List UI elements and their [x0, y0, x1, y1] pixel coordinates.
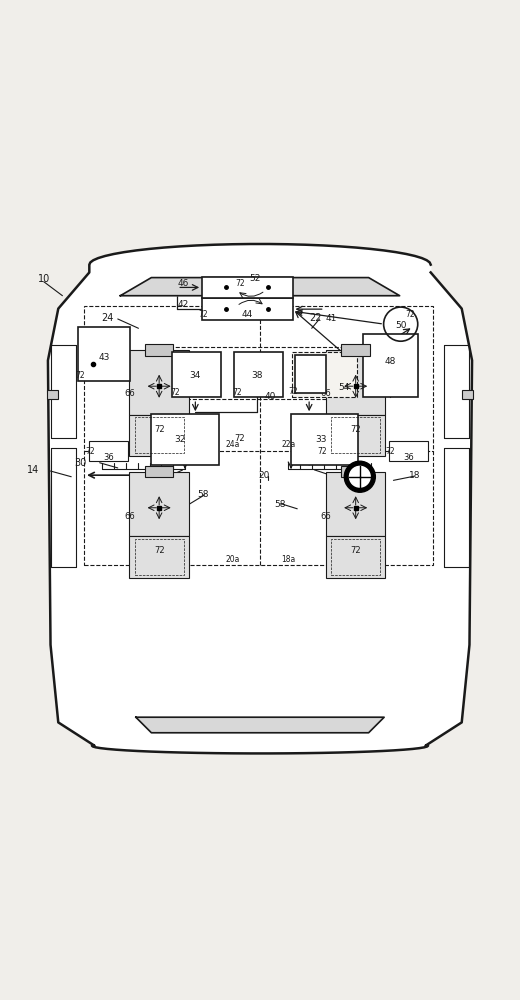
Text: 66: 66: [124, 389, 135, 398]
Text: 72: 72: [288, 387, 298, 396]
Text: 33: 33: [315, 435, 327, 444]
Text: 72: 72: [317, 447, 327, 456]
Text: 40: 40: [265, 392, 276, 401]
Text: 50: 50: [395, 321, 407, 330]
Bar: [135, 417, 184, 453]
Bar: [342, 466, 370, 477]
Bar: [331, 417, 380, 453]
Text: 42: 42: [178, 300, 189, 309]
Text: 36: 36: [403, 453, 414, 462]
Text: 72: 72: [85, 447, 95, 456]
Text: 58: 58: [274, 500, 285, 509]
Text: 72: 72: [170, 388, 179, 397]
Text: 14: 14: [28, 465, 40, 475]
Bar: [326, 472, 385, 536]
Bar: [331, 539, 380, 575]
Bar: [292, 352, 357, 397]
Text: 24: 24: [101, 313, 113, 323]
Text: 30: 30: [74, 458, 86, 468]
Bar: [389, 441, 428, 461]
Text: 72: 72: [154, 425, 164, 434]
Bar: [291, 414, 358, 465]
Bar: [129, 536, 189, 578]
Text: 18a: 18a: [281, 555, 295, 564]
Text: 58: 58: [198, 490, 209, 499]
Bar: [202, 277, 293, 298]
Bar: [326, 536, 385, 578]
Text: 52: 52: [249, 274, 261, 283]
Polygon shape: [48, 244, 472, 753]
Bar: [145, 466, 173, 477]
Bar: [172, 352, 221, 397]
Text: 10: 10: [37, 274, 50, 284]
Bar: [135, 539, 184, 575]
Text: 72: 72: [350, 546, 361, 555]
Bar: [342, 344, 370, 356]
Text: 20: 20: [258, 471, 270, 480]
Bar: [78, 327, 129, 381]
Text: 22: 22: [309, 313, 322, 323]
Bar: [129, 350, 189, 415]
Text: 66: 66: [320, 512, 331, 521]
Circle shape: [349, 466, 370, 487]
Text: 72: 72: [350, 425, 361, 434]
Text: 72: 72: [198, 310, 208, 319]
Bar: [462, 390, 473, 399]
Text: 24a: 24a: [226, 440, 240, 449]
Polygon shape: [120, 278, 400, 296]
Text: 34: 34: [190, 371, 201, 380]
Bar: [295, 355, 326, 393]
Circle shape: [344, 461, 375, 492]
Bar: [363, 334, 418, 397]
Bar: [129, 472, 189, 536]
Text: 36: 36: [103, 453, 114, 462]
Text: 44: 44: [241, 310, 253, 319]
Text: 66: 66: [124, 512, 135, 521]
Bar: [326, 415, 385, 456]
Text: 48: 48: [385, 357, 396, 366]
Bar: [47, 390, 58, 399]
Bar: [202, 298, 293, 320]
Text: 72: 72: [236, 279, 245, 288]
Text: 72: 72: [232, 388, 241, 397]
Bar: [151, 414, 218, 465]
Text: 28: 28: [189, 382, 202, 392]
Bar: [234, 352, 283, 397]
Text: 66: 66: [320, 389, 331, 398]
Bar: [129, 415, 189, 456]
Text: 38: 38: [252, 371, 263, 380]
Text: 72: 72: [385, 447, 395, 456]
Text: 54: 54: [338, 383, 349, 392]
Text: 72: 72: [76, 371, 85, 380]
Text: 20a: 20a: [226, 555, 240, 564]
Text: 46: 46: [178, 279, 189, 288]
Bar: [89, 441, 128, 461]
Text: 41: 41: [326, 314, 337, 323]
Bar: [326, 350, 385, 415]
Polygon shape: [136, 717, 384, 733]
Text: 22a: 22a: [281, 440, 295, 449]
Text: 72: 72: [234, 434, 244, 443]
Bar: [157, 347, 363, 399]
Text: 72: 72: [154, 546, 164, 555]
Text: 32: 32: [174, 435, 186, 444]
Bar: [145, 344, 173, 356]
Text: 72: 72: [405, 310, 415, 319]
Text: 18: 18: [409, 471, 421, 480]
Text: 43: 43: [98, 353, 110, 362]
Bar: [84, 306, 433, 565]
